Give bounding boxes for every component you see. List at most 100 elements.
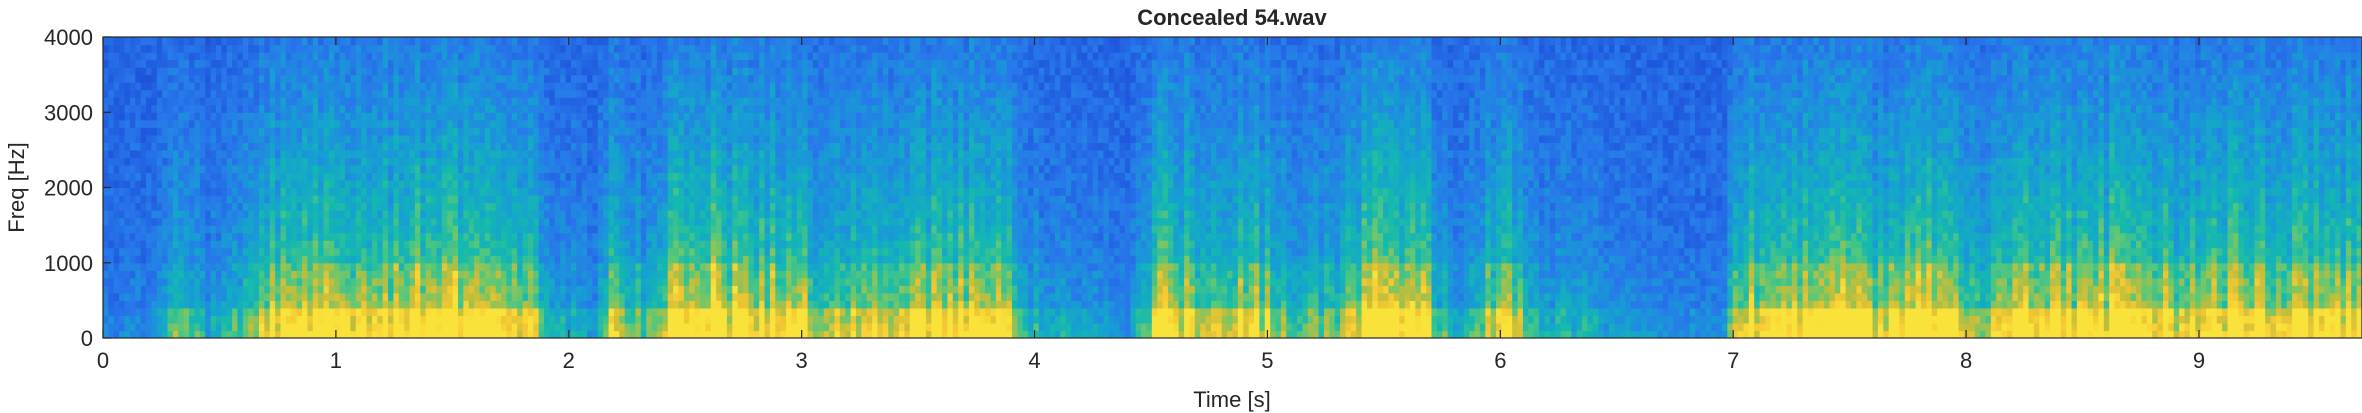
spectrogram-cell (388, 262, 395, 271)
spectrogram-cell (608, 44, 615, 53)
spectrogram-cell (646, 37, 653, 46)
spectrogram-cell (189, 134, 196, 143)
spectrogram-cell (447, 187, 454, 196)
spectrogram-cell (248, 285, 255, 294)
spectrogram-cell (172, 82, 179, 91)
spectrogram-cell (613, 277, 620, 286)
spectrogram-cell (237, 247, 244, 256)
spectrogram-cell (199, 322, 206, 332)
spectrogram-cell (554, 270, 561, 279)
spectrogram-cell (103, 322, 109, 332)
spectrogram-cell (533, 179, 540, 189)
spectrogram-cell (264, 262, 271, 271)
spectrogram-cell (178, 247, 185, 256)
spectrogram-cell (560, 82, 567, 91)
spectrogram-cell (452, 277, 459, 286)
spectrogram-cell (371, 277, 378, 286)
spectrogram-cell (226, 104, 233, 113)
spectrogram-cell (124, 74, 131, 83)
spectrogram-cell (581, 195, 588, 204)
spectrogram-cell (264, 149, 271, 159)
spectrogram-cell (409, 157, 416, 166)
spectrogram-cell (425, 300, 432, 309)
spectrogram-cell (656, 292, 663, 301)
spectrogram-cell (694, 255, 701, 264)
spectrogram-cell (221, 134, 228, 143)
spectrogram-cell (285, 187, 292, 196)
spectrogram-cell (452, 240, 459, 249)
spectrogram-cell (769, 255, 776, 264)
spectrogram-cell (312, 179, 319, 189)
spectrogram-cell (581, 172, 588, 181)
spectrogram-cell (769, 97, 776, 106)
spectrogram-cell (350, 142, 357, 151)
spectrogram-cell (183, 232, 190, 241)
spectrogram-cell (226, 210, 233, 219)
spectrogram-cell (511, 52, 518, 61)
spectrogram-cell (334, 134, 341, 143)
spectrogram-cell (237, 119, 244, 128)
spectrogram-cell (479, 127, 486, 136)
spectrogram-cell (769, 277, 776, 286)
spectrogram-cell (662, 322, 669, 332)
spectrogram-cell (667, 315, 674, 324)
spectrogram-cell (178, 255, 185, 264)
spectrogram-cell (694, 270, 701, 279)
spectrogram-cell (339, 164, 346, 174)
spectrogram-cell (737, 307, 744, 317)
spectrogram-cell (565, 217, 572, 226)
spectrogram-cell (129, 255, 136, 264)
spectrogram-cell (339, 225, 346, 234)
spectrogram-cell (167, 172, 174, 181)
spectrogram-cell (468, 277, 475, 286)
spectrogram-cell (441, 104, 448, 113)
spectrogram-cell (474, 112, 481, 121)
spectrogram-cell (452, 202, 459, 211)
spectrogram-cell (613, 330, 620, 338)
spectrogram-cell (366, 104, 373, 113)
spectrogram-cell (393, 149, 400, 159)
spectrogram-cell (581, 59, 588, 68)
spectrogram-cell (468, 307, 475, 317)
spectrogram-cell (651, 104, 658, 113)
spectrogram-cell (382, 240, 389, 249)
spectrogram-cell (613, 225, 620, 234)
spectrogram-cell (624, 142, 631, 151)
spectrogram-cell (726, 330, 733, 338)
spectrogram-cell (549, 157, 556, 166)
spectrogram-cell (447, 225, 454, 234)
spectrogram-cell (291, 330, 298, 338)
spectrogram-cell (549, 307, 556, 317)
spectrogram-cell (608, 240, 615, 249)
spectrogram-cell (549, 232, 556, 241)
spectrogram-cell (753, 172, 760, 181)
spectrogram-cell (436, 67, 443, 76)
spectrogram-cell (662, 210, 669, 219)
spectrogram-cell (635, 89, 642, 98)
spectrogram-cell (743, 187, 750, 196)
spectrogram-cell (630, 247, 637, 256)
spectrogram-cell (361, 119, 368, 128)
spectrogram-cell (656, 134, 663, 143)
spectrogram-cell (716, 277, 723, 286)
spectrogram-cell (404, 142, 411, 151)
spectrogram-cell (199, 285, 206, 294)
spectrogram-cell (667, 292, 674, 301)
spectrogram-cell (431, 330, 438, 338)
spectrogram-cell (409, 104, 416, 113)
spectrogram-cell (146, 195, 153, 204)
spectrogram-cell (339, 232, 346, 241)
spectrogram-cell (226, 225, 233, 234)
spectrogram-cell (425, 217, 432, 226)
spectrogram-cell (495, 232, 502, 241)
spectrogram-cell (398, 330, 405, 338)
spectrogram-cell (108, 142, 115, 151)
spectrogram-cell (748, 52, 755, 61)
spectrogram-cell (178, 187, 185, 196)
spectrogram-cell (334, 112, 341, 121)
spectrogram-cell (495, 307, 502, 317)
spectrogram-cell (667, 52, 674, 61)
spectrogram-cell (759, 164, 766, 174)
spectrogram-cell (162, 179, 169, 189)
spectrogram-cell (608, 315, 615, 324)
